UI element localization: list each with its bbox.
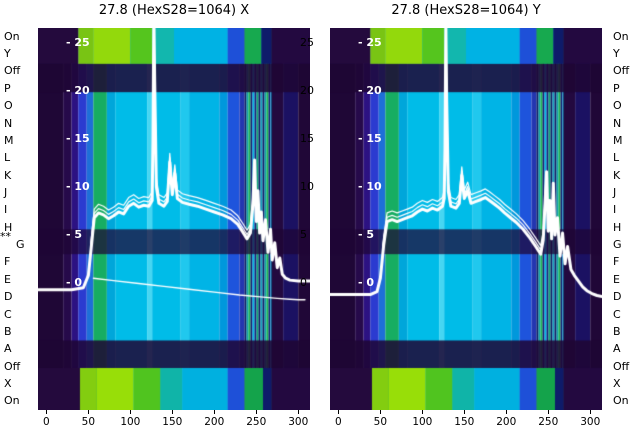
x-tick-mark (214, 410, 216, 414)
x-tick-mark (298, 410, 300, 414)
x-tick-mark (88, 410, 90, 414)
row-label-right: D (613, 290, 622, 304)
y-tick-label-gap: 5 (300, 228, 307, 241)
row-label-right: L (613, 151, 620, 165)
row-label-right: G (613, 238, 622, 252)
y-tick-label-gap: 0 (300, 276, 307, 289)
heatmap-canvas-y (330, 28, 602, 410)
x-tick-mark (422, 410, 424, 414)
x-tick-mark (172, 410, 174, 414)
x-tick-label: 100 (120, 416, 141, 428)
row-label-right: Off (613, 64, 630, 78)
row-label-left: D (4, 290, 13, 304)
y-tick-label-inner: - 25 (66, 36, 90, 49)
x-tick-mark (46, 410, 48, 414)
x-tick-label: 200 (204, 416, 225, 428)
heatmap-panel-y (330, 28, 602, 410)
row-label-left: N (4, 116, 13, 130)
row-label-left: F (4, 255, 11, 269)
special-marker: ** (0, 230, 11, 244)
x-tick-mark (506, 410, 508, 414)
y-tick-label-inner: - 5 (358, 228, 375, 241)
panel-title-y: 27.8 (HexS28=1064) Y (391, 3, 541, 18)
y-tick-label-inner: - 0 (66, 276, 83, 289)
row-label-right: X (613, 376, 621, 390)
row-label-left: G (16, 238, 25, 252)
y-tick-label-inner: - 5 (66, 228, 83, 241)
y-tick-label-inner: - 20 (66, 84, 90, 97)
x-tick-label: 50 (373, 416, 388, 428)
x-tick-mark (548, 410, 550, 414)
row-label-left: C (4, 307, 12, 321)
row-label-right: E (613, 272, 620, 286)
row-label-left: B (4, 324, 12, 338)
row-label-right: J (613, 185, 617, 199)
y-tick-label-gap: 15 (300, 132, 314, 145)
row-label-right: B (613, 324, 621, 338)
x-tick-mark (130, 410, 132, 414)
heatmap-panel-x (38, 28, 310, 410)
row-label-left: Off (4, 64, 21, 78)
row-label-right: M (613, 133, 623, 147)
x-tick-label: 300 (580, 416, 601, 428)
row-label-left: J (4, 185, 8, 199)
row-label-left: O (4, 99, 13, 113)
row-label-left: E (4, 272, 11, 286)
x-tick-label: 250 (538, 416, 559, 428)
x-tick-label: 0 (335, 416, 342, 428)
row-label-right: On (613, 394, 629, 408)
x-tick-label: 50 (81, 416, 96, 428)
y-tick-label-gap: 10 (300, 180, 314, 193)
x-tick-mark (464, 410, 466, 414)
y-tick-label-inner: - 15 (358, 132, 382, 145)
y-tick-label-inner: - 0 (358, 276, 375, 289)
x-tick-label: 300 (288, 416, 309, 428)
x-tick-mark (256, 410, 258, 414)
row-label-left: I (4, 203, 8, 217)
row-label-left: Y (4, 47, 11, 61)
y-tick-label-inner: - 10 (66, 180, 90, 193)
y-tick-label-inner: - 10 (358, 180, 382, 193)
x-tick-label: 200 (496, 416, 517, 428)
y-tick-label-gap: 20 (300, 84, 314, 97)
row-label-left: K (4, 168, 12, 182)
x-tick-label: 150 (454, 416, 475, 428)
y-tick-label-inner: - 20 (358, 84, 382, 97)
row-label-right: P (613, 81, 620, 95)
row-label-right: C (613, 307, 621, 321)
x-tick-label: 150 (162, 416, 183, 428)
row-label-right: K (613, 168, 621, 182)
x-tick-label: 100 (412, 416, 433, 428)
row-label-left: M (4, 133, 14, 147)
row-label-left: Off (4, 359, 21, 373)
row-label-right: H (613, 220, 622, 234)
row-label-left: On (4, 29, 20, 43)
row-label-left: A (4, 342, 12, 356)
row-label-right: N (613, 116, 622, 130)
heatmap-canvas-x (38, 28, 310, 410)
row-label-right: O (613, 99, 622, 113)
x-tick-mark (380, 410, 382, 414)
row-label-right: On (613, 29, 629, 43)
row-label-left: X (4, 376, 12, 390)
x-tick-mark (338, 410, 340, 414)
panel-title-x: 27.8 (HexS28=1064) X (98, 3, 250, 18)
x-tick-label: 0 (43, 416, 50, 428)
row-label-left: On (4, 394, 20, 408)
y-tick-label-gap: 25 (300, 36, 314, 49)
row-label-right: I (613, 203, 617, 217)
y-tick-label-inner: - 15 (66, 132, 90, 145)
row-label-right: Off (613, 359, 630, 373)
row-label-right: A (613, 342, 621, 356)
row-label-left: H (4, 220, 13, 234)
row-label-left: P (4, 81, 11, 95)
x-tick-mark (590, 410, 592, 414)
row-label-right: Y (613, 47, 620, 61)
row-label-left: L (4, 151, 11, 165)
x-tick-label: 250 (246, 416, 267, 428)
y-tick-label-inner: - 25 (358, 36, 382, 49)
row-label-right: F (613, 255, 620, 269)
